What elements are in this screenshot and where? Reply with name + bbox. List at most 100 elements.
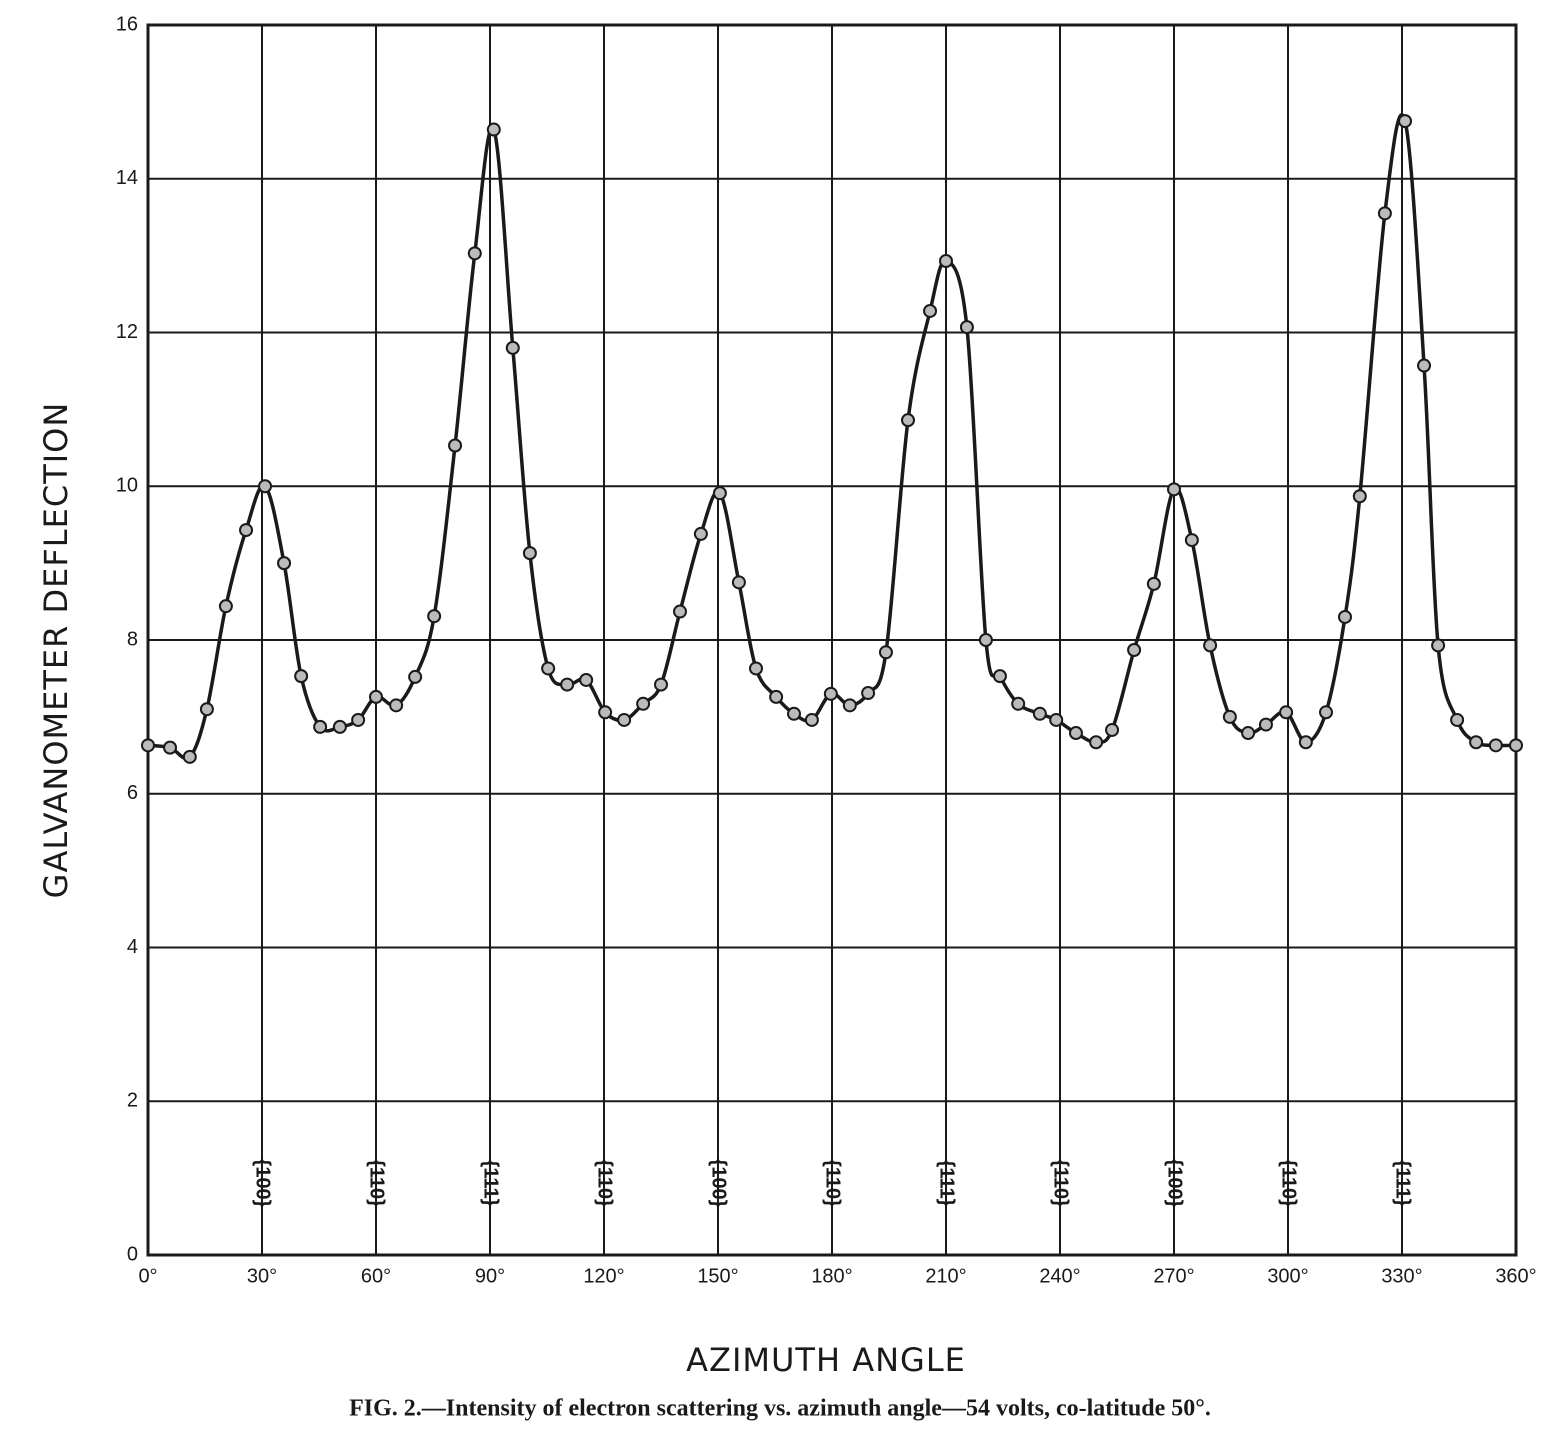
y-tick-label: 2 [127,1090,138,1112]
data-point [1338,609,1352,624]
annotation: {110} [366,1159,388,1207]
data-point [1167,482,1181,497]
data-point [199,702,214,717]
data-point [141,738,155,753]
data-point [1431,638,1446,653]
x-tick-label: 240° [1039,1265,1080,1287]
annotation: {100} [708,1159,730,1208]
data-point [389,698,404,713]
data-point [1203,638,1218,653]
x-axis-label: AZIMUTH ANGLE [686,1341,966,1379]
caption: FIG. 2.—Intensity of electron scattering… [349,1396,1211,1422]
y-tick-label: 4 [127,936,138,958]
data-point [1049,712,1064,727]
data-point [878,645,893,660]
data-point [277,556,292,571]
data-point [673,604,687,619]
data-point [1241,726,1256,741]
data-point [1298,735,1313,750]
data-point [978,633,993,647]
data-point [823,686,838,701]
data-point [693,526,708,541]
x-tick-label: 270° [1153,1265,1194,1287]
annotation: {110} [594,1159,616,1207]
data-point [617,712,632,727]
data-point [294,669,309,684]
data-point [369,689,383,704]
data-point [598,705,613,720]
x-tick-label: 180° [811,1265,852,1287]
data-point [408,669,423,684]
data-point [731,575,746,590]
x-tick-label: 60° [361,1265,391,1287]
data-point [769,689,784,704]
data-point [505,340,520,355]
data-point [239,523,254,538]
data-point [1089,735,1104,750]
annotation: {111} [480,1160,502,1207]
annotation: {111} [936,1160,958,1207]
data-point [1222,709,1237,724]
x-tick-label: 90° [475,1265,505,1287]
data-point [427,609,442,624]
data-point [1032,706,1047,721]
y-tick-label: 12 [116,321,138,343]
data-point [1509,738,1523,753]
data-point [1417,358,1432,373]
data-point [749,661,763,676]
plot-frame [146,23,1518,1257]
y-tick-label: 8 [127,628,138,650]
data-point [1127,642,1142,657]
grid [147,24,1517,1256]
x-tick-label: 210° [925,1265,966,1287]
y-tick-label: 16 [116,13,138,35]
data-point [804,712,819,727]
annotation: {100} [252,1159,274,1208]
data-point [1352,489,1367,504]
data-point [1105,722,1120,737]
x-tick-label: 300° [1267,1265,1308,1287]
data-point [1319,705,1333,720]
data-point [923,303,938,318]
data-point [541,661,556,676]
data-point [486,122,501,137]
x-tick-label: 360° [1495,1265,1536,1287]
data-point [1398,114,1413,129]
data-point [313,719,328,734]
data-point [522,546,537,561]
x-tick-label: 30° [247,1265,277,1287]
y-tick-label: 6 [127,782,138,804]
data-point [182,749,197,764]
data-point [1450,712,1465,727]
data-point [861,686,876,701]
data-point [1377,206,1392,221]
data-point [1184,533,1199,548]
data-point [1068,726,1083,741]
x-tick-label: 120° [583,1265,624,1287]
annotation: {111} [1392,1160,1414,1207]
data-point [332,719,347,734]
data-point [636,696,651,711]
data-point [258,479,273,494]
data-point [787,706,801,721]
data-point [1011,696,1026,711]
data-point [654,677,668,692]
x-tick-label: 0° [138,1265,157,1287]
data-point [218,599,233,614]
data-point [842,698,857,713]
data-point [1258,717,1273,732]
data-point [901,413,915,428]
data-point [163,740,178,755]
y-axis-label: GALVANOMETER DEFLECTION [37,402,75,899]
data-point [1469,735,1484,750]
x-tick-label: 150° [697,1265,738,1287]
data-point [959,320,974,335]
data-point [992,669,1007,684]
data-point [448,438,463,453]
annotation: {100} [1164,1159,1186,1208]
annotation: {110} [1278,1159,1300,1207]
y-tick-label: 14 [116,167,138,189]
data-point [939,254,953,269]
x-tick-label: 330° [1381,1265,1422,1287]
